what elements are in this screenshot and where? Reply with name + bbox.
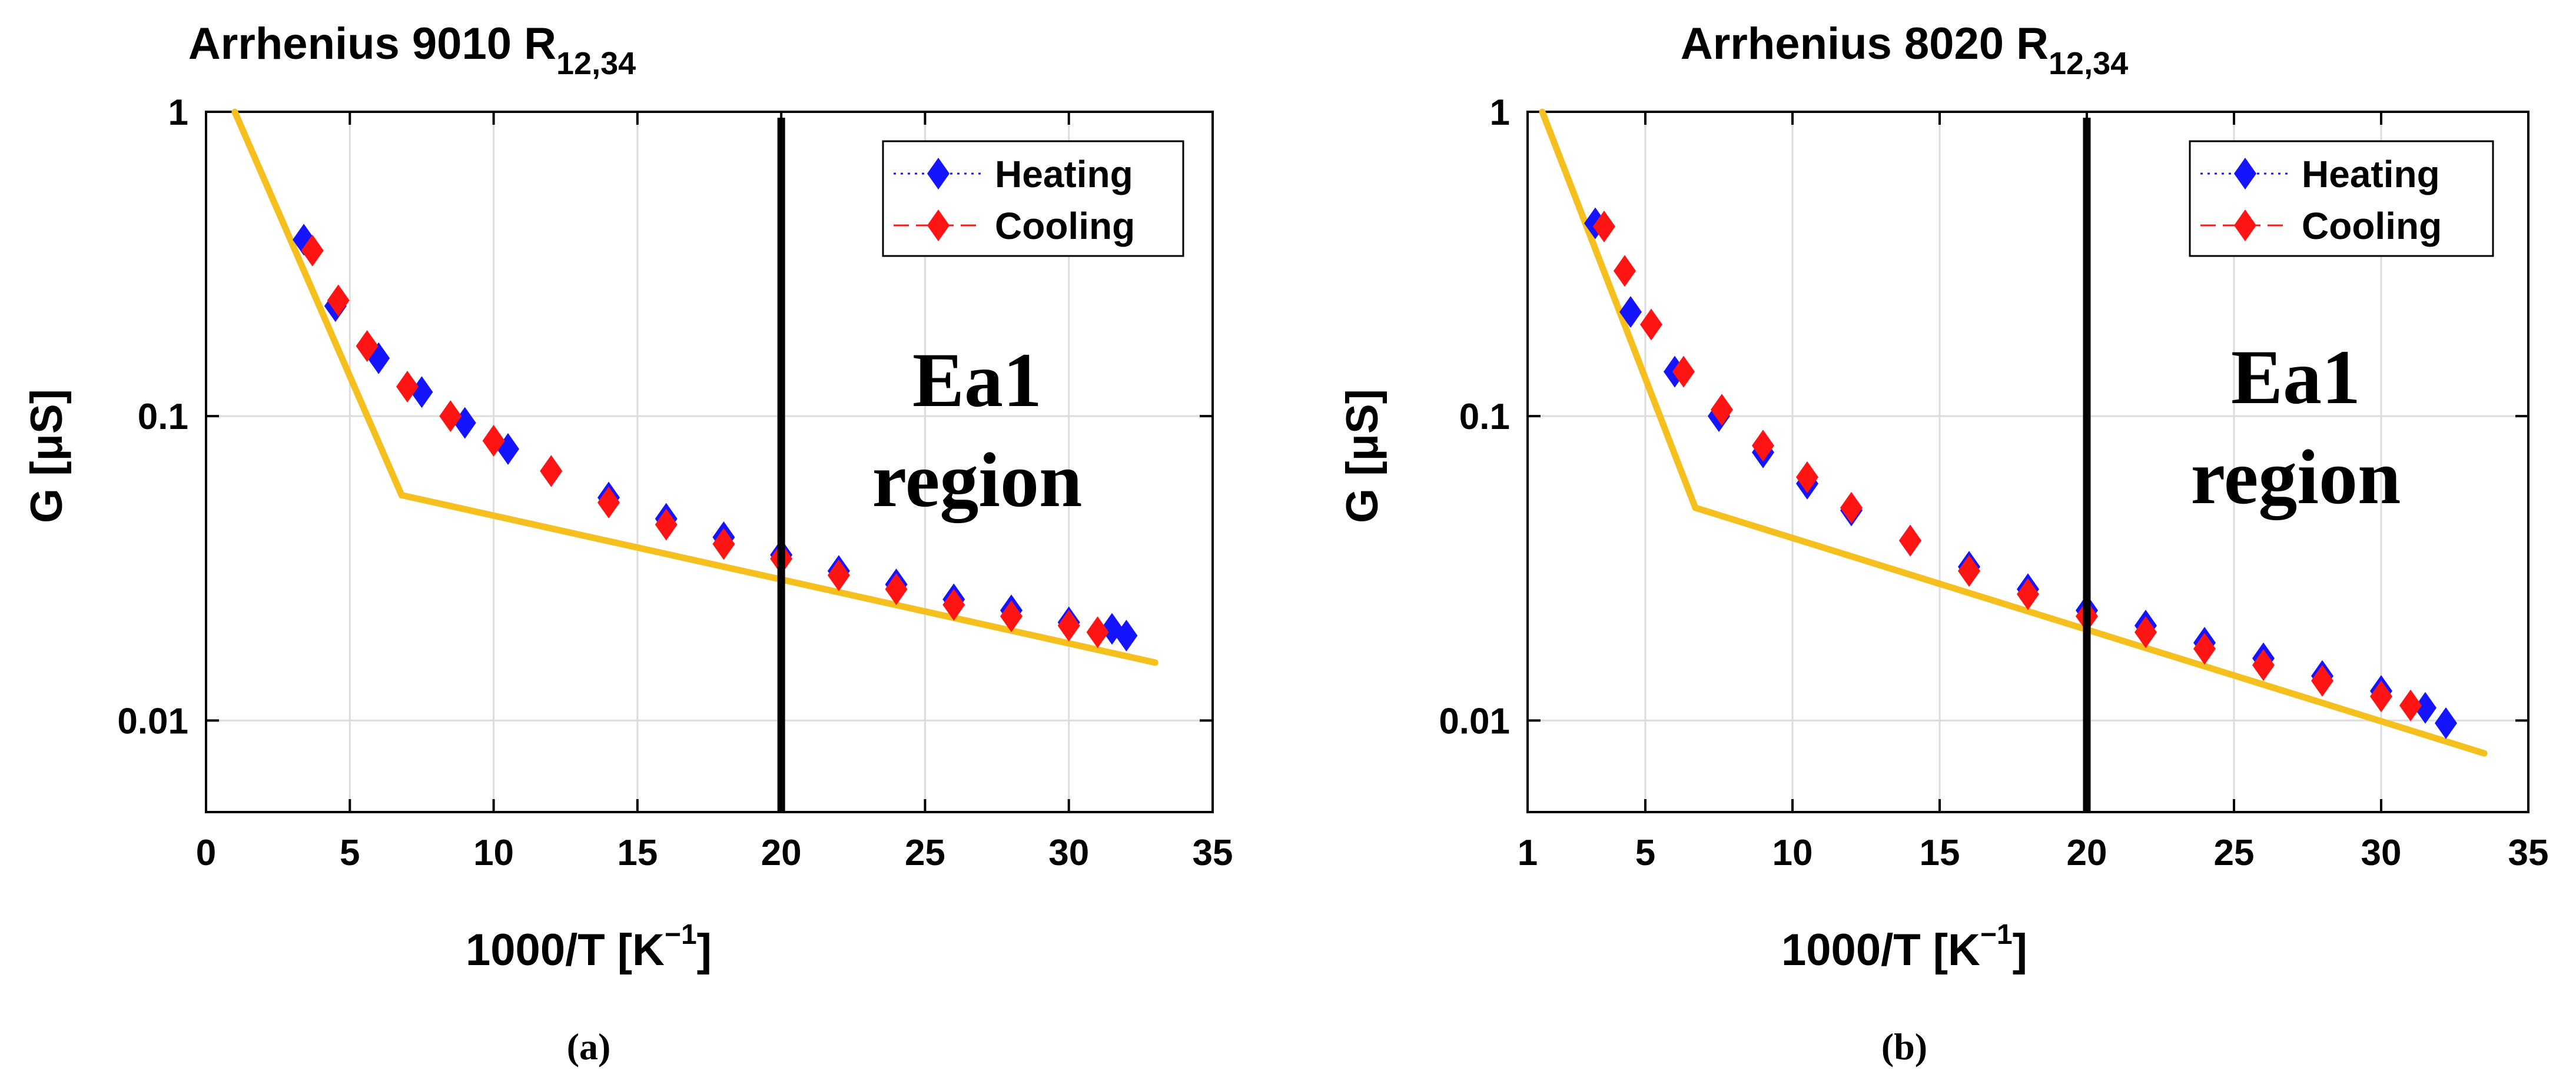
x-tick-label: 15	[1920, 833, 1960, 873]
data-point	[1752, 430, 1774, 462]
x-tick-label: 5	[1635, 833, 1655, 873]
y-tick-label: 0.1	[138, 397, 188, 437]
panel-caption: (a)	[567, 1026, 611, 1067]
x-tick-label: 10	[1772, 833, 1813, 873]
data-point	[2414, 691, 2436, 724]
legend-swatch-marker	[927, 209, 950, 241]
data-point	[1640, 308, 1662, 341]
region-label: region	[2191, 434, 2401, 520]
y-axis-label: G [μS]	[1337, 389, 1387, 523]
x-tick-label: 25	[905, 833, 945, 873]
legend-label: Heating	[2302, 153, 2440, 195]
data-point	[597, 487, 620, 519]
data-point	[1619, 296, 1642, 328]
data-point	[1796, 461, 1818, 493]
data-point	[540, 455, 563, 487]
data-point	[1711, 394, 1733, 426]
data-point	[2399, 689, 2422, 721]
data-point	[1614, 255, 1636, 287]
region-label: Ea1	[2231, 334, 2361, 420]
x-tick-label: 20	[2067, 833, 2107, 873]
legend: Heating Cooling	[2189, 140, 2494, 257]
legend: Heating Cooling	[882, 140, 1184, 257]
data-point	[1000, 600, 1023, 633]
y-tick-label: 1	[168, 92, 188, 133]
chart-title: Arrhenius 9010 R12,34	[188, 19, 636, 81]
y-tick-label: 1	[1490, 92, 1510, 133]
legend-swatch-marker	[2234, 209, 2256, 241]
data-point	[396, 371, 419, 403]
data-point	[2193, 633, 2216, 665]
legend-swatch-marker	[927, 158, 950, 189]
axes-frame	[1526, 111, 2529, 813]
fit-line	[1539, 108, 1699, 511]
data-point	[655, 508, 678, 541]
data-point	[712, 528, 735, 560]
fit-line	[231, 108, 405, 498]
legend-label: Heating	[995, 153, 1133, 195]
series-cooling	[301, 234, 1109, 648]
x-tick-label: 0	[196, 833, 216, 873]
x-tick-label: 15	[617, 833, 658, 873]
y-axis-label: G [μS]	[22, 389, 72, 523]
x-tick-label: 10	[473, 833, 514, 873]
data-point	[2370, 680, 2392, 713]
data-point	[827, 559, 850, 591]
legend-box	[882, 140, 1184, 257]
x-tick-label: 25	[2214, 833, 2255, 873]
data-point	[1899, 524, 1921, 557]
legend-label: Cooling	[995, 205, 1135, 247]
x-axis-label: 1000/T [K−1]	[1781, 919, 2027, 975]
data-point	[2135, 616, 2157, 648]
plot-area: 1 5 10 15 20 25 30 350.010.11Ea1regionHeatingCo…	[1439, 92, 2548, 873]
data-point	[1840, 491, 1863, 524]
x-tick-label: 30	[2361, 833, 2402, 873]
data-point	[2435, 707, 2457, 739]
panel-b: Arrhenius 8020 R12,34 1 5 10 15 20 25 30 350.01…	[1337, 19, 2548, 1067]
x-axis-label: 1000/T [K−1]	[466, 919, 712, 975]
y-tick-label: 0.01	[1439, 701, 1510, 741]
data-point	[942, 588, 965, 621]
legend-label: Cooling	[2302, 205, 2442, 247]
panel-caption: (b)	[1881, 1026, 1927, 1067]
legend-swatch-marker	[2234, 158, 2256, 189]
region-label: region	[872, 437, 1083, 523]
plot-area: 0 5 10 15 20 25 30 35 0.01 0.1 1 Ea1 region Heating Co…	[117, 92, 1233, 873]
x-tick-label: 5	[340, 833, 360, 873]
y-tick-label: 0.01	[117, 701, 188, 741]
data-point	[301, 234, 324, 267]
data-point	[439, 400, 462, 433]
x-tick-label: 35	[2508, 833, 2549, 873]
data-point	[1958, 555, 1980, 587]
data-point	[2311, 664, 2333, 697]
axes-frame	[205, 111, 1214, 813]
data-point	[2252, 649, 2275, 681]
y-tick-label: 0.1	[1459, 397, 1510, 437]
data-point	[2017, 578, 2039, 610]
panel-a: Arrhenius 9010 R12,34 0 5 10 15 20 25 30 35 0.01…	[22, 19, 1233, 1067]
legend-box	[2189, 140, 2494, 257]
data-point	[1086, 616, 1109, 648]
data-point	[327, 284, 350, 317]
data-point	[1593, 210, 1615, 242]
x-tick-label: 35	[1193, 833, 1233, 873]
data-point	[1057, 610, 1080, 642]
region-label: Ea1	[912, 337, 1042, 423]
data-point	[1672, 355, 1695, 388]
x-tick-label: 20	[761, 833, 802, 873]
data-point	[1115, 620, 1138, 652]
data-point	[885, 573, 908, 606]
x-tick-label: 30	[1048, 833, 1089, 873]
chart-title: Arrhenius 8020 R12,34	[1681, 19, 2128, 81]
data-point	[356, 330, 379, 362]
data-point	[482, 425, 505, 457]
x-tick-label: 1	[1518, 833, 1538, 873]
